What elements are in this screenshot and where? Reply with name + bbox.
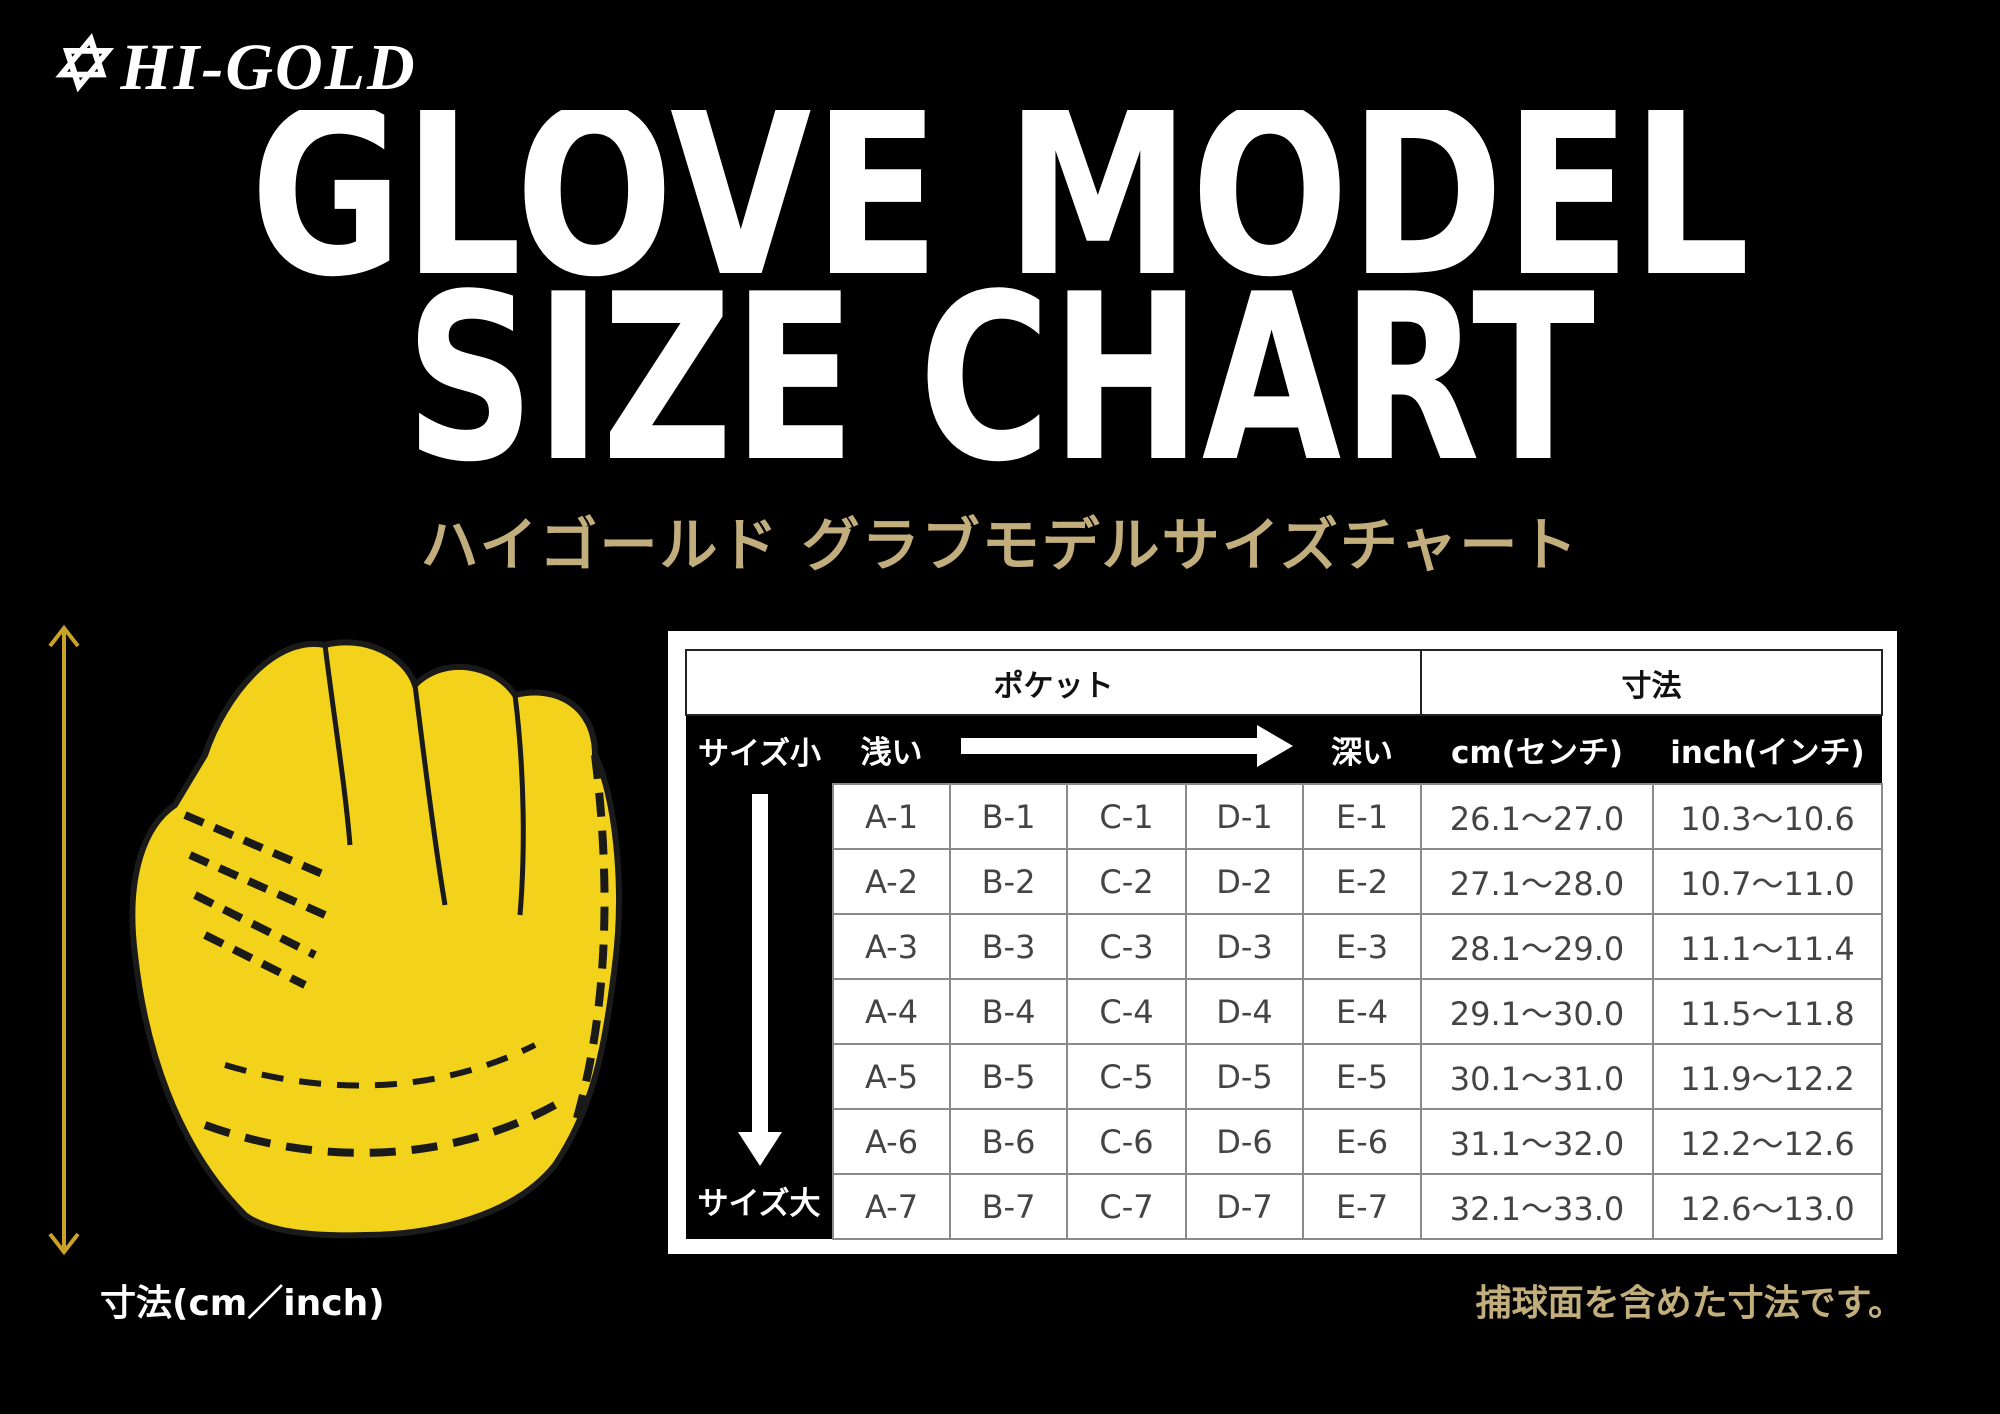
note: 捕球面を含めた寸法です。 — [1475, 1283, 1904, 1324]
table-cell: A-6 — [832, 1108, 951, 1175]
table-cell: 11.9～12.2 — [1652, 1043, 1883, 1110]
table-cell: D-3 — [1185, 913, 1304, 980]
table-cell: E-1 — [1302, 783, 1422, 850]
table-cell: 12.6～13.0 — [1652, 1173, 1883, 1240]
table-cell: D-1 — [1185, 783, 1304, 850]
subheader-cell: inch(インチ) — [1653, 715, 1882, 784]
table-cell: A-7 — [832, 1173, 951, 1240]
title-line: GLOVE MODEL — [250, 110, 1750, 328]
table-cell: C-4 — [1066, 978, 1187, 1045]
table-row: A-6 B-6 C-6 D-6 E-6 31.1～32.0 12.2～12.6 — [686, 1108, 1883, 1175]
table-cell: D-6 — [1185, 1108, 1304, 1175]
size-table-panel: ポケット 寸法 サイズ小 浅い 深い cm(センチ) inch(インチ) サイズ… — [668, 631, 1897, 1254]
table-row: A-2 B-2 C-2 D-2 E-2 27.1～28.0 10.7～11.0 — [686, 848, 1883, 915]
table-cell: 12.2～12.6 — [1652, 1108, 1883, 1175]
table-cell: C-3 — [1066, 913, 1187, 980]
table-cell: C-5 — [1066, 1043, 1187, 1110]
table-cell: A-1 — [832, 783, 951, 850]
table-cell: E-3 — [1302, 913, 1422, 980]
table-cell: E-6 — [1302, 1108, 1422, 1175]
table-cell: 27.1～28.0 — [1420, 848, 1654, 915]
table-cell: B-6 — [949, 1108, 1068, 1175]
title-line: SIZE CHART — [405, 246, 1595, 490]
table-cell: 28.1～29.0 — [1420, 913, 1654, 980]
subheader-cell: cm(センチ) — [1421, 715, 1653, 784]
table-cell: E-7 — [1302, 1173, 1422, 1240]
table-cell: B-3 — [949, 913, 1068, 980]
size-direction-cell: サイズ大 — [686, 784, 833, 1239]
table-cell: A-3 — [832, 913, 951, 980]
table-cell: A-5 — [832, 1043, 951, 1110]
table-row: A-4 B-4 C-4 D-4 E-4 29.1～30.0 11.5～11.8 — [686, 978, 1883, 1045]
table-row: A-3 B-3 C-3 D-3 E-3 28.1～29.0 11.1～11.4 — [686, 913, 1883, 980]
table-cell: 32.1～33.0 — [1420, 1173, 1654, 1240]
table-cell: A-4 — [832, 978, 951, 1045]
table-cell: E-2 — [1302, 848, 1422, 915]
logo-text: HI-GOLD — [120, 31, 417, 104]
table-cell: D-4 — [1185, 978, 1304, 1045]
table-cell: A-2 — [832, 848, 951, 915]
subtitle: ハイゴールド グラブモデルサイズチャート — [420, 511, 1580, 579]
subheader-cell: 深い — [1303, 715, 1421, 784]
table-cell: 29.1～30.0 — [1420, 978, 1654, 1045]
table-cell: E-4 — [1302, 978, 1422, 1045]
table-cell: B-2 — [949, 848, 1068, 915]
table-cell: 11.5～11.8 — [1652, 978, 1883, 1045]
table-cell: B-1 — [949, 783, 1068, 850]
table-cell: C-1 — [1066, 783, 1187, 850]
subheader-cell: サイズ大 — [697, 1186, 821, 1222]
logo: ✡ HI-GOLD — [48, 22, 417, 107]
table-cell: 26.1～27.0 — [1420, 783, 1654, 850]
table-cell: C-6 — [1066, 1108, 1187, 1175]
subheader-row: サイズ小 浅い 深い cm(センチ) inch(インチ) — [686, 715, 1882, 784]
glove-image — [129, 639, 622, 1239]
header-cell: ポケット — [685, 649, 1422, 716]
logo-mark: ✡ — [48, 25, 111, 105]
size-direction: サイズ大 — [686, 784, 832, 1239]
table-row: A-7 B-7 C-7 D-7 E-7 32.1～33.0 12.6～13.0 — [686, 1173, 1883, 1240]
title-block: GLOVE MODEL SIZE CHART — [250, 110, 1750, 490]
depth-arrow-cell — [950, 715, 1303, 784]
table-cell: 31.1～32.0 — [1420, 1108, 1654, 1175]
table-cell: B-4 — [949, 978, 1068, 1045]
table-cell: D-2 — [1185, 848, 1304, 915]
table-cell: 11.1～11.4 — [1652, 913, 1883, 980]
subheader-cell: サイズ小 — [686, 715, 833, 784]
depth-arrow — [960, 724, 1293, 767]
table-cell: C-7 — [1066, 1173, 1187, 1240]
table-row: A-5 B-5 C-5 D-5 E-5 30.1～31.0 11.9～12.2 — [686, 1043, 1883, 1110]
size-down-arrow — [738, 794, 782, 1166]
table-cell: C-2 — [1066, 848, 1187, 915]
subheader-cell: 浅い — [833, 715, 950, 784]
table-cell: D-7 — [1185, 1173, 1304, 1240]
header-row: ポケット 寸法 — [685, 649, 1883, 716]
header-cell: 寸法 — [1420, 649, 1883, 716]
table-row: サイズ大 A-1 B-1 C-1 D-1 E-1 26.1～27.0 10.3～10.6 — [686, 783, 1883, 1239]
dimension-label: 寸法(cm／inch) — [100, 1283, 385, 1324]
size-table: ポケット 寸法 サイズ小 浅い 深い cm(センチ) inch(インチ) サイズ… — [685, 649, 1883, 1240]
table-cell: 10.7～11.0 — [1652, 848, 1883, 915]
table-cell: B-7 — [949, 1173, 1068, 1240]
table-cell: B-5 — [949, 1043, 1068, 1110]
table-cell: 10.3～10.6 — [1652, 783, 1883, 850]
table-cell: 30.1～31.0 — [1420, 1043, 1654, 1110]
table-cell: D-5 — [1185, 1043, 1304, 1110]
table-cell: E-5 — [1302, 1043, 1422, 1110]
size-arrow — [48, 624, 80, 1256]
table-body: ポケット 寸法 サイズ小 浅い 深い cm(センチ) inch(インチ) サイズ… — [685, 649, 1883, 1240]
